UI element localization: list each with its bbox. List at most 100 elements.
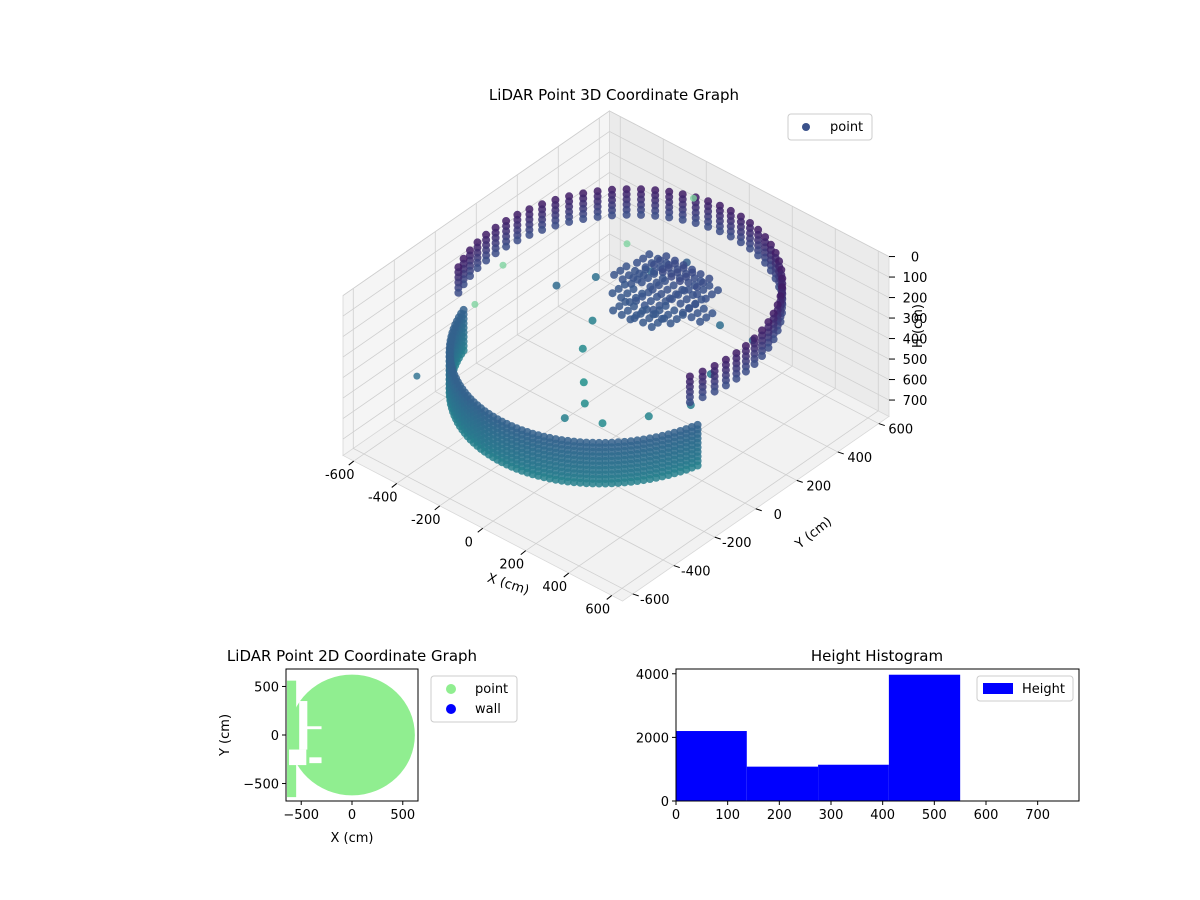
chart-3d-x-tick [520,550,527,556]
chart-3d-points [413,185,787,488]
chart-3d-point [610,270,619,279]
chart-3d-point [691,219,700,227]
chart-3d-point [622,210,631,219]
chart-3d-z-tick-label: 0 [911,251,919,266]
histogram-x-tick-label: 500 [922,808,947,823]
histogram-bar [888,674,961,801]
chart-3d-point [560,414,569,423]
chart-3d-point [693,283,701,292]
chart-3d-point [644,274,652,283]
chart-3d-point [663,285,672,294]
chart-3d: LiDAR Point 3D Coordinate Graph -600 -400… [325,86,927,617]
chart-3d-x-tick-label: 400 [542,580,567,595]
chart-3d-point [538,225,547,234]
chart-3d-point [702,313,711,322]
chart-3d-point [563,477,572,486]
histogram-x-tick-label: 200 [767,808,792,823]
chart-2d-y-tick-label: 0 [271,729,279,744]
chart-3d-point [654,281,663,290]
chart-3d-x-tick [434,505,441,511]
chart-3d-point [662,252,671,261]
chart-3d-point [645,250,654,259]
chart-3d-point [646,297,655,306]
chart-3d-point [682,295,691,304]
chart-3d-grid-z [342,254,610,440]
chart-3d-point [615,302,624,311]
chart-3d-grid-z [342,192,610,378]
chart-3d-title: LiDAR Point 3D Coordinate Graph [489,86,739,104]
chart-3d-grid-z [609,213,890,360]
chart-3d-x-tick [477,527,484,533]
chart-3d-y-tick-label: 200 [806,479,831,494]
chart-3d-point [710,387,719,396]
chart-3d-point [685,398,694,407]
histogram-bars [676,674,961,801]
chart-2d-x-tick-label: 0 [348,808,356,823]
chart-3d-point [653,318,662,327]
histogram-x-tick-label: 100 [715,808,740,823]
chart-3d-point [645,314,654,323]
chart-3d-x-tick-label: -200 [411,513,441,528]
chart-3d-grid-z [342,110,610,296]
chart-3d-legend: point [787,113,873,141]
chart-3d-point [622,262,631,271]
chart-3d-point [633,477,642,485]
chart-3d-point [698,393,707,402]
chart-3d-y-tick [878,423,885,427]
histogram-title: Height Histogram [811,647,943,665]
chart-3d-point [658,472,667,481]
chart-3d-xlabel: X (cm) [485,571,531,599]
chart-3d-point [629,285,638,294]
chart-2d-x-tick-label: −500 [283,808,319,823]
chart-3d-point [620,478,629,487]
chart-2d-y-tick-label: 500 [254,680,279,695]
chart-3d-point [687,313,696,322]
histogram-y-tick-label: 0 [661,795,669,810]
chart-3d-point [696,317,705,326]
chart-3d-grid-y [476,362,756,510]
chart-3d-point [657,290,666,298]
chart-3d-y-tick-label: 0 [774,508,782,523]
chart-3d-point [598,419,607,428]
chart-3d-grid-z [342,131,610,317]
chart-3d-x-tick-label: -400 [368,490,398,505]
chart-2d-y-tick-label: −500 [243,778,279,793]
chart-3d-point [454,288,463,297]
chart-3d-point [639,254,648,263]
chart-3d-outlier-point [690,194,697,202]
chart-3d-outlier-point [623,240,631,248]
chart-3d-point [588,316,597,325]
chart-3d-point [588,479,597,488]
chart-3d-point [620,280,629,289]
chart-3d-point [764,343,773,352]
chart-3d-point [707,290,716,299]
chart-2d-legend-wall-label: wall [475,702,501,717]
chart-3d-z-tick-label: 100 [903,271,928,286]
chart-3d-point [635,269,644,278]
histogram-y-tick-label: 4000 [636,668,669,683]
chart-3d-point [593,212,602,221]
chart-3d-y-tick [673,565,680,569]
histogram-y-tick-label: 2000 [636,731,669,746]
chart-3d-y-tick [837,451,844,455]
chart-3d-point [736,238,745,247]
histogram-x-tick-label: 300 [819,808,844,823]
chart-3d-point [684,278,693,287]
chart-3d-outlier-point [413,372,421,380]
chart-3d-point [664,471,673,479]
chart-3d-point [661,301,670,310]
chart-3d-grid-z [342,233,610,419]
histogram-legend-box [976,675,1074,702]
chart-2d-legend: point wall [430,675,518,723]
chart-3d-point [732,374,741,383]
chart-3d-point [678,310,687,319]
chart-2d-empty-region [289,749,307,766]
chart-3d-point [758,352,766,360]
chart-3d-y-tick-label: 400 [847,451,872,466]
chart-3d-point [701,294,710,303]
chart-3d-point [650,260,658,269]
chart-3d-point [552,281,561,290]
chart-3d-z-tick-label: 700 [903,394,928,409]
chart-3d-point [704,222,713,231]
chart-3d-point [670,469,679,478]
